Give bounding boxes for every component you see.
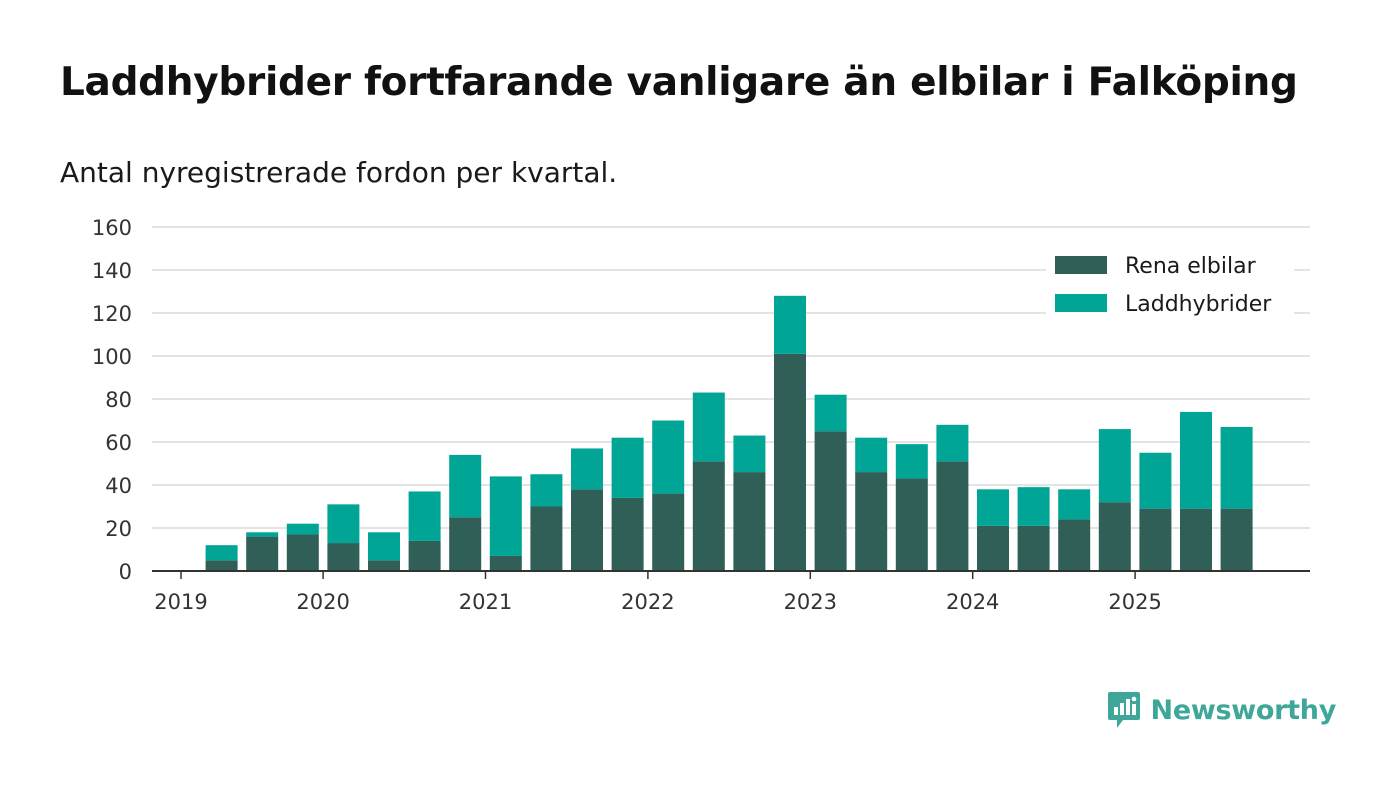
bar-laddhybrider <box>1139 452 1172 509</box>
bar-laddhybrider <box>1058 489 1091 520</box>
y-axis-ticks: 0 20 40 60 80 100 120 140 160 <box>92 216 132 584</box>
bar-laddhybrider <box>246 532 279 537</box>
y-tick-label: 160 <box>92 216 132 240</box>
bar-laddhybrider <box>205 545 238 561</box>
bar-laddhybrider <box>286 523 319 535</box>
bar-rena-elbilar <box>408 540 441 571</box>
x-axis-ticks: 2019 2020 2021 2022 2023 2024 2025 <box>154 571 1162 614</box>
bar-laddhybrider <box>530 474 563 507</box>
x-tick-label: 2019 <box>154 590 207 614</box>
bar-laddhybrider <box>368 532 400 561</box>
bar-rena-elbilar <box>692 461 725 571</box>
bar-laddhybrider <box>774 295 806 354</box>
y-tick-label: 120 <box>92 302 132 326</box>
bar-laddhybrider <box>611 437 644 498</box>
bar-rena-elbilar <box>733 472 766 571</box>
bar-rena-elbilar <box>246 536 279 571</box>
legend-swatch <box>1055 294 1107 312</box>
bar-laddhybrider <box>977 489 1009 526</box>
bar-rena-elbilar <box>368 560 400 571</box>
bar-laddhybrider <box>692 392 725 462</box>
x-tick-label: 2025 <box>1108 590 1161 614</box>
x-tick-label: 2021 <box>459 590 512 614</box>
bar-rena-elbilar <box>571 489 603 571</box>
bar-rena-elbilar <box>936 461 969 571</box>
bar-rena-elbilar <box>530 506 563 571</box>
y-tick-label: 40 <box>105 474 132 498</box>
bar-laddhybrider <box>489 476 522 556</box>
bar-rena-elbilar <box>977 525 1009 571</box>
bar-rena-elbilar <box>652 493 685 571</box>
bar-rena-elbilar <box>774 353 806 571</box>
x-tick-label: 2023 <box>784 590 837 614</box>
legend-label: Laddhybrider <box>1125 292 1272 317</box>
y-tick-label: 60 <box>105 431 132 455</box>
bar-laddhybrider <box>327 504 360 544</box>
chart-subtitle: Antal nyregistrerade fordon per kvartal. <box>60 156 618 189</box>
bar-laddhybrider <box>936 424 969 462</box>
x-tick-label: 2024 <box>946 590 999 614</box>
bar-rena-elbilar <box>1098 502 1131 571</box>
bar-rena-elbilar <box>611 497 644 571</box>
bar-laddhybrider <box>855 437 888 473</box>
y-tick-label: 20 <box>105 517 132 541</box>
bar-rena-elbilar <box>327 543 360 571</box>
bar-laddhybrider <box>408 491 441 541</box>
chart-title: Laddhybrider fortfarande vanligare än el… <box>60 60 1298 105</box>
y-tick-label: 140 <box>92 259 132 283</box>
bar-rena-elbilar <box>489 555 522 571</box>
bar-rena-elbilar <box>205 560 238 571</box>
bar-rena-elbilar <box>449 517 482 571</box>
bar-rena-elbilar <box>855 472 888 571</box>
bar-rena-elbilar <box>1180 508 1212 571</box>
bars <box>205 295 1253 571</box>
bar-laddhybrider <box>814 394 847 432</box>
bar-laddhybrider <box>1017 487 1050 526</box>
bar-rena-elbilar <box>1139 508 1172 571</box>
bar-rena-elbilar <box>1220 508 1253 571</box>
bar-laddhybrider <box>571 448 603 490</box>
y-tick-label: 80 <box>105 388 132 412</box>
bar-rena-elbilar <box>286 534 319 571</box>
x-tick-label: 2020 <box>296 590 349 614</box>
bar-laddhybrider <box>652 420 685 494</box>
legend: Rena elbilar Laddhybrider <box>1046 244 1294 317</box>
x-tick-label: 2022 <box>621 590 674 614</box>
bar-laddhybrider <box>449 454 482 518</box>
brand-logo: Newsworthy <box>1107 690 1336 730</box>
y-tick-label: 0 <box>119 560 132 584</box>
bar-laddhybrider <box>1180 411 1212 509</box>
legend-label: Rena elbilar <box>1125 254 1257 279</box>
bar-rena-elbilar <box>1017 525 1050 571</box>
legend-swatch <box>1055 256 1107 274</box>
bar-rena-elbilar <box>814 431 847 571</box>
bar-laddhybrider <box>895 444 928 479</box>
y-tick-label: 100 <box>92 345 132 369</box>
bar-rena-elbilar <box>1058 519 1091 571</box>
bar-laddhybrider <box>733 435 766 473</box>
brand-name: Newsworthy <box>1150 694 1337 726</box>
newsworthy-logo-icon <box>1107 692 1140 728</box>
bar-rena-elbilar <box>895 478 928 571</box>
bar-laddhybrider <box>1098 429 1131 503</box>
bar-laddhybrider <box>1220 426 1253 509</box>
